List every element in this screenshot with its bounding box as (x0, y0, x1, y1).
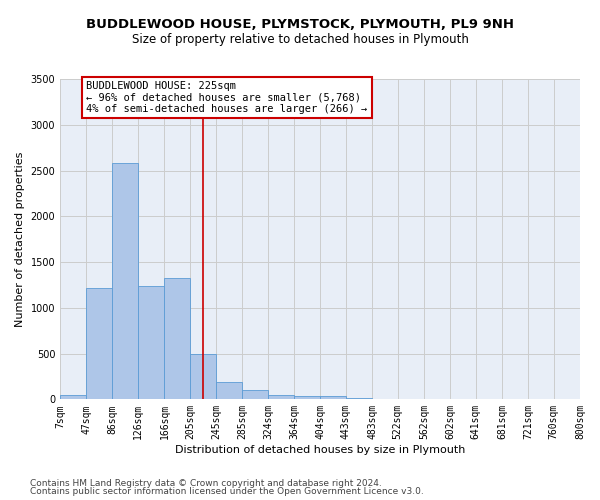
Bar (112, 163, 138, 400)
Bar (242, 390, 268, 400)
Bar (346, 398, 372, 400)
Bar (138, 286, 164, 400)
Y-axis label: Number of detached properties: Number of detached properties (15, 152, 25, 327)
Text: BUDDLEWOOD HOUSE: 225sqm
← 96% of detached houses are smaller (5,768)
4% of semi: BUDDLEWOOD HOUSE: 225sqm ← 96% of detach… (86, 81, 368, 114)
Bar (60, 395, 86, 400)
Text: Contains public sector information licensed under the Open Government Licence v3: Contains public sector information licen… (30, 487, 424, 496)
Text: Contains HM Land Registry data © Crown copyright and database right 2024.: Contains HM Land Registry data © Crown c… (30, 478, 382, 488)
Bar (190, 354, 216, 400)
Bar (164, 278, 190, 400)
Text: BUDDLEWOOD HOUSE, PLYMSTOCK, PLYMOUTH, PL9 9NH: BUDDLEWOOD HOUSE, PLYMSTOCK, PLYMOUTH, P… (86, 18, 514, 30)
Bar (268, 395, 294, 400)
Bar (216, 382, 242, 400)
Bar (294, 396, 320, 400)
Bar (86, 288, 112, 400)
X-axis label: Distribution of detached houses by size in Plymouth: Distribution of detached houses by size … (175, 445, 465, 455)
Text: Size of property relative to detached houses in Plymouth: Size of property relative to detached ho… (131, 32, 469, 46)
Bar (320, 396, 346, 400)
